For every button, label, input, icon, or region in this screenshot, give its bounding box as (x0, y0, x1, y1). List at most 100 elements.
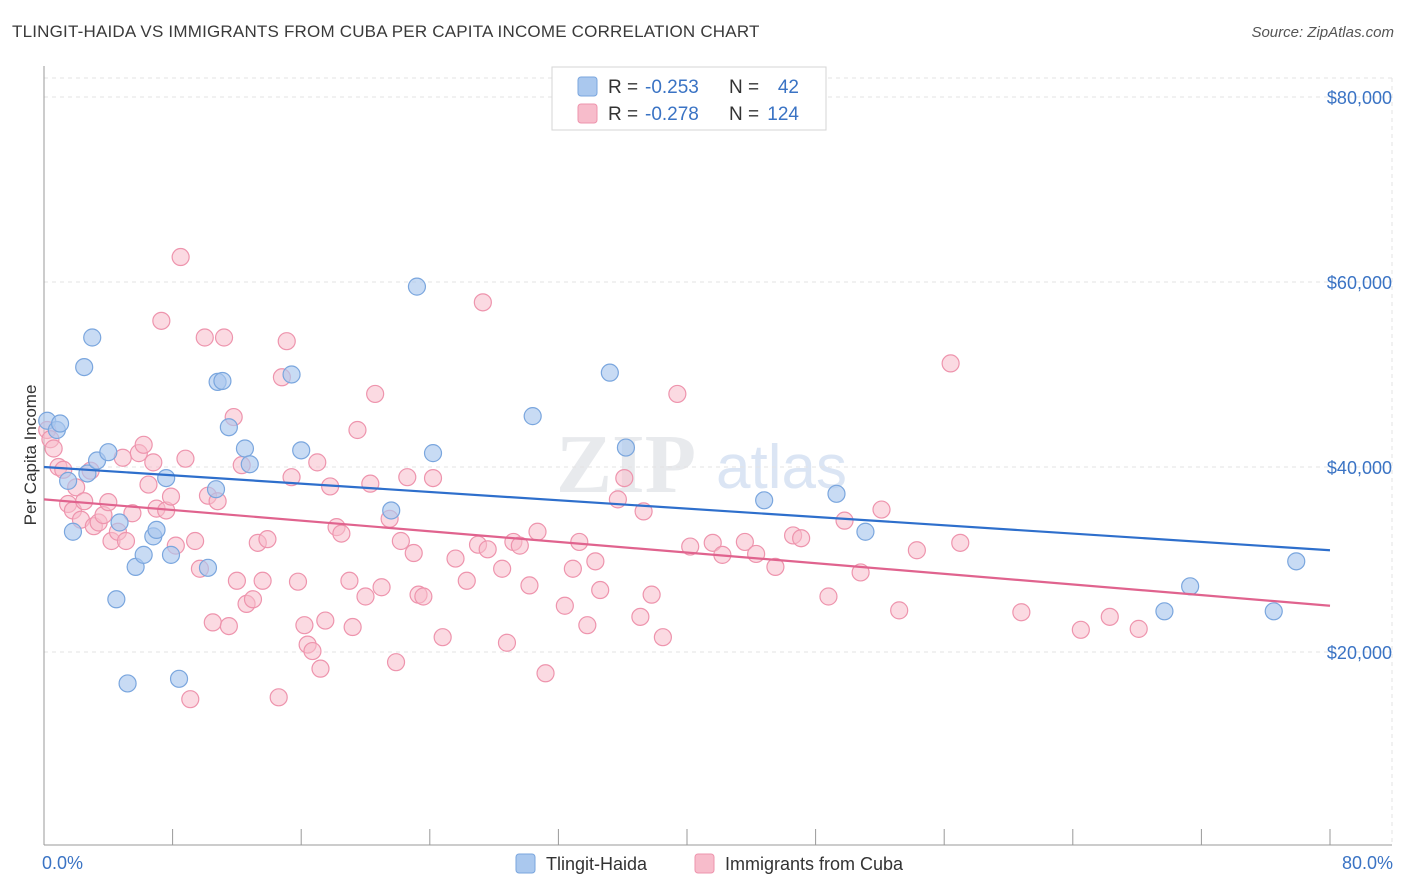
tlingit-point-7 (83, 328, 102, 347)
series-legend: Tlingit-Haida Immigrants from Cuba (515, 853, 904, 874)
legend-n-label-2: N = (729, 104, 759, 125)
cuba-point-29 (171, 247, 190, 267)
cuba-point-110 (792, 529, 811, 548)
cuba-point-38 (214, 328, 234, 347)
bottom-legend-swatch-pink (694, 853, 715, 874)
cuba-point-36 (203, 613, 222, 632)
tlingit-point-21 (206, 480, 226, 499)
cuba-point-27 (161, 487, 181, 506)
watermark: ZIP atlas (556, 418, 847, 511)
cuba-point-119 (1012, 603, 1031, 622)
cuba-point-83 (493, 559, 512, 578)
tlingit-point-28 (292, 441, 311, 460)
cuba-point-82 (478, 540, 497, 559)
tlingit-point-11 (110, 513, 129, 532)
cuba-point-62 (340, 571, 359, 590)
cuba-point-86 (510, 536, 529, 555)
cuba-point-94 (586, 552, 605, 571)
cuba-point-114 (872, 500, 891, 519)
tlingit-point-24 (219, 418, 238, 437)
cuba-point-63 (343, 617, 362, 637)
y-tick-label-3: $80,000 (1327, 88, 1392, 108)
cuba-point-14 (99, 493, 118, 512)
x-tick-label-1: 80.0% (1342, 853, 1393, 873)
cuba-point-67 (366, 384, 385, 404)
cuba-point-104 (703, 533, 722, 552)
tlingit-point-31 (423, 444, 443, 463)
cuba-point-2 (44, 439, 63, 458)
tlingit-point-34 (616, 438, 636, 457)
cuba-point-71 (391, 531, 410, 551)
cuba-point-73 (404, 543, 423, 563)
cuba-point-58 (316, 611, 335, 630)
tlingit-point-30 (407, 277, 427, 296)
tlingit-point-17 (157, 469, 176, 488)
cuba-point-32 (186, 531, 205, 551)
chart-title: TLINGIT-HAIDA VS IMMIGRANTS FROM CUBA PE… (12, 22, 760, 41)
cuba-point-92 (570, 532, 589, 552)
cuba-point-93 (578, 616, 597, 635)
tlingit-point-10 (107, 590, 126, 609)
tlingit-point-23 (213, 371, 232, 391)
correlation-legend: R = -0.253 N = 42 R = -0.278 N = 124 (551, 66, 827, 131)
tlingit-point-41 (1287, 552, 1306, 571)
legend-box (551, 66, 827, 131)
cuba-point-47 (258, 530, 277, 549)
cuba-point-55 (303, 641, 322, 661)
tlingit-point-39 (1181, 577, 1200, 596)
tlingit-point-37 (856, 522, 875, 541)
cuba-point-79 (457, 571, 476, 590)
cuba-point-117 (941, 354, 960, 373)
cuba-point-103 (681, 537, 700, 556)
cuba-point-51 (282, 468, 301, 487)
legend-swatch-blue (577, 76, 598, 97)
cuba-point-46 (253, 571, 272, 590)
axes (43, 66, 1392, 846)
cuba-point-34 (195, 328, 214, 347)
cuba-point-106 (735, 532, 754, 552)
cuba-point-68 (372, 578, 391, 597)
cuba-point-39 (219, 616, 238, 636)
tlingit-point-32 (523, 407, 542, 426)
trend-line-cuba (43, 498, 1331, 607)
bottom-legend-tlingit-haida: Tlingit-Haida (546, 854, 648, 874)
cuba-point-65 (356, 587, 375, 606)
cuba-point-70 (386, 653, 406, 672)
series-tlingit-haida (38, 277, 1306, 693)
tlingit-point-19 (169, 669, 189, 688)
bottom-legend-swatch-blue (515, 853, 536, 874)
legend-r-label-2: R = (608, 104, 638, 125)
tlingit-point-5 (75, 358, 94, 377)
cuba-point-31 (181, 690, 200, 709)
tlingit-point-38 (1155, 602, 1174, 621)
cuba-point-72 (398, 468, 417, 487)
cuba-point-30 (176, 449, 195, 468)
cuba-point-25 (152, 311, 171, 330)
y-tick-label-2: $60,000 (1327, 273, 1392, 293)
cuba-point-84 (497, 633, 517, 652)
tlingit-point-33 (600, 363, 619, 382)
cuba-point-56 (308, 453, 327, 472)
cuba-point-76 (423, 469, 443, 488)
cuba-point-90 (555, 596, 574, 615)
cuba-point-78 (446, 549, 465, 568)
y-tick-label-0: $20,000 (1327, 643, 1392, 663)
tlingit-point-16 (147, 520, 166, 540)
cuba-point-111 (819, 587, 838, 606)
y-tick-labels: $20,000 $40,000 $60,000 $80,000 (1327, 88, 1392, 663)
cuba-point-77 (433, 628, 452, 647)
tlingit-point-36 (827, 484, 846, 503)
cuba-point-53 (295, 616, 314, 635)
cuba-point-57 (311, 659, 330, 678)
legend-swatch-pink (577, 103, 598, 124)
x-tick-labels: 0.0% 80.0% (42, 853, 1393, 873)
cuba-point-48 (269, 688, 288, 707)
cuba-point-75 (414, 587, 433, 606)
cuba-point-88 (528, 522, 547, 541)
cuba-point-97 (615, 469, 634, 488)
cuba-point-120 (1071, 620, 1090, 639)
tlingit-point-2 (50, 414, 70, 433)
legend-r-label-1: R = (608, 77, 638, 98)
legend-n-value-1: 42 (778, 77, 799, 98)
cuba-point-116 (907, 541, 926, 560)
